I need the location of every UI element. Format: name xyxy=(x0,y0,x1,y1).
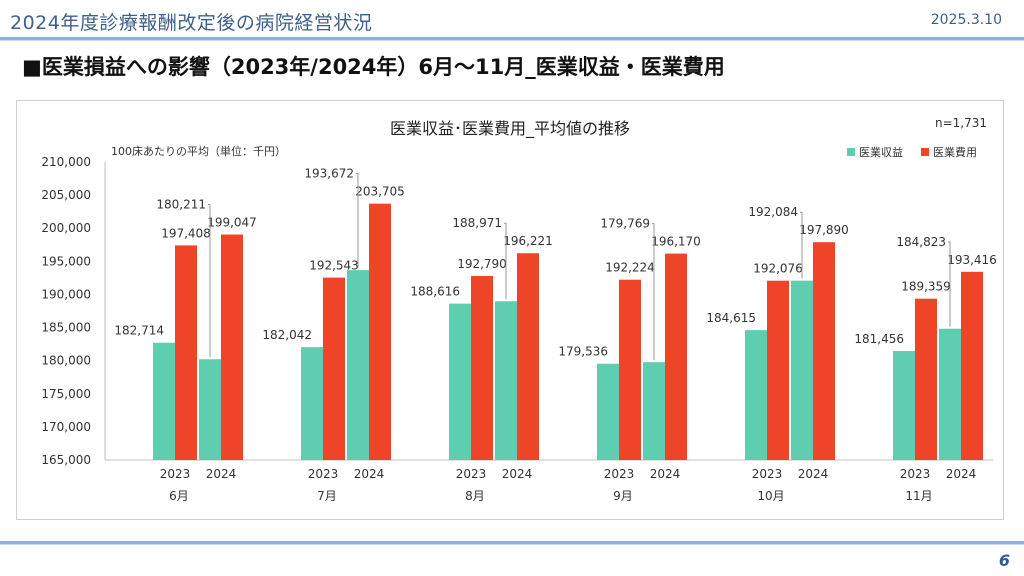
bar-expense-2023 xyxy=(915,298,937,460)
bar-expense-2024 xyxy=(517,253,539,460)
header-date: 2025.3.10 xyxy=(930,12,1002,28)
data-label-expense-2023: 189,359 xyxy=(901,280,951,294)
y-tick-label: 165,000 xyxy=(41,453,91,467)
data-label-expense-2023: 192,224 xyxy=(605,261,655,275)
header-rule-light xyxy=(0,40,1024,41)
leader-line xyxy=(504,222,507,300)
header-rule xyxy=(0,37,1024,40)
bar-expense-2024 xyxy=(813,242,835,460)
x-tick-year-2024: 2024 xyxy=(798,467,829,481)
x-tick-year-2023: 2023 xyxy=(160,467,191,481)
footer-rule-light xyxy=(0,544,1024,545)
x-tick-year-2023: 2023 xyxy=(308,467,339,481)
x-tick-year-2024: 2024 xyxy=(502,467,533,481)
data-label-expense-2023: 192,076 xyxy=(753,262,803,276)
page-number: 6 xyxy=(998,551,1010,570)
legend-label-expense: 医業費用 xyxy=(933,145,977,159)
bar-revenue-2023 xyxy=(449,303,471,460)
y-tick-label: 205,000 xyxy=(41,188,91,202)
x-tick-year-2023: 2023 xyxy=(900,467,931,481)
bar-revenue-2024 xyxy=(939,328,961,460)
x-tick-month: 11月 xyxy=(905,489,932,503)
bar-revenue-2024 xyxy=(495,301,517,460)
footer-rule xyxy=(0,541,1024,544)
data-label-revenue-2023: 179,536 xyxy=(558,345,608,359)
data-label-revenue-2024: 184,823 xyxy=(896,235,946,249)
x-tick-month: 8月 xyxy=(465,489,485,503)
y-tick-label: 185,000 xyxy=(41,321,91,335)
y-tick-label: 175,000 xyxy=(41,387,91,401)
y-tick-label: 170,000 xyxy=(41,420,91,434)
chart-container: 医業収益･医業費用_平均値の推移 100床あたりの平均（単位：千円） n=1,731… xyxy=(16,100,1004,520)
legend-swatch-revenue xyxy=(847,148,855,156)
leader-line xyxy=(800,211,803,279)
legend-label-revenue: 医業収益 xyxy=(859,145,903,159)
x-tick-year-2023: 2023 xyxy=(752,467,783,481)
x-tick-year-2024: 2024 xyxy=(354,467,385,481)
leader-line xyxy=(208,204,211,358)
chart-subtitle: 100床あたりの平均（単位：千円） xyxy=(111,144,286,158)
bar-expense-2023 xyxy=(175,245,197,460)
y-tick-label: 200,000 xyxy=(41,221,91,235)
data-label-revenue-2024: 193,672 xyxy=(304,167,354,181)
bar-revenue-2024 xyxy=(791,280,813,460)
data-label-revenue-2024: 179,769 xyxy=(600,217,650,231)
data-label-expense-2024: 196,170 xyxy=(651,235,701,249)
data-label-expense-2024: 196,221 xyxy=(503,234,553,248)
data-label-expense-2023: 197,408 xyxy=(161,226,211,240)
leader-line xyxy=(356,173,359,269)
chart-svg: 医業収益･医業費用_平均値の推移 100床あたりの平均（単位：千円） n=1,731… xyxy=(41,116,997,503)
bar-revenue-2023 xyxy=(153,342,175,460)
x-tick-year-2024: 2024 xyxy=(946,467,977,481)
leader-line xyxy=(652,223,655,361)
data-label-revenue-2023: 184,615 xyxy=(706,311,756,325)
data-label-expense-2024: 197,890 xyxy=(799,223,849,237)
bar-revenue-2023 xyxy=(893,351,915,460)
data-label-expense-2024: 193,416 xyxy=(947,253,997,267)
data-label-revenue-2023: 182,042 xyxy=(262,328,312,342)
bar-expense-2023 xyxy=(471,275,493,460)
data-label-revenue-2024: 188,971 xyxy=(452,216,502,230)
bar-expense-2024 xyxy=(221,234,243,460)
bar-expense-2024 xyxy=(665,253,687,460)
y-tick-label: 195,000 xyxy=(41,254,91,268)
leader-line xyxy=(948,241,951,327)
x-tick-year-2023: 2023 xyxy=(604,467,635,481)
bar-expense-2024 xyxy=(961,271,983,460)
data-label-revenue-2024: 180,211 xyxy=(156,198,206,212)
bar-revenue-2024 xyxy=(199,359,221,460)
bar-expense-2024 xyxy=(369,203,391,460)
bar-revenue-2023 xyxy=(301,347,323,460)
legend-swatch-expense xyxy=(921,148,929,156)
y-tick-label: 190,000 xyxy=(41,287,91,301)
bar-revenue-2024 xyxy=(643,362,665,460)
x-tick-year-2024: 2024 xyxy=(650,467,681,481)
bar-expense-2023 xyxy=(767,280,789,460)
chart-title: 医業収益･医業費用_平均値の推移 xyxy=(390,119,630,139)
x-tick-year-2023: 2023 xyxy=(456,467,487,481)
bar-revenue-2023 xyxy=(597,363,619,460)
data-label-revenue-2023: 188,616 xyxy=(410,285,460,299)
data-label-revenue-2023: 182,714 xyxy=(114,324,164,338)
header-title: 2024年度診療報酬改定後の病院経営状況 xyxy=(10,12,373,34)
data-label-revenue-2023: 181,456 xyxy=(854,332,904,346)
x-tick-month: 6月 xyxy=(169,489,189,503)
bar-revenue-2024 xyxy=(347,270,369,460)
x-tick-year-2024: 2024 xyxy=(206,467,237,481)
section-title: ■医業損益への影響（2023年/2024年）6月～11月_医業収益・医業費用 xyxy=(22,55,725,79)
y-tick-label: 210,000 xyxy=(41,155,91,169)
data-label-revenue-2024: 192,084 xyxy=(748,205,798,219)
sample-size-label: n=1,731 xyxy=(935,116,987,130)
x-tick-month: 10月 xyxy=(757,489,784,503)
x-tick-month: 9月 xyxy=(613,489,633,503)
bar-expense-2023 xyxy=(323,277,345,460)
data-label-expense-2023: 192,790 xyxy=(457,257,507,271)
bar-expense-2023 xyxy=(619,279,641,460)
y-tick-label: 180,000 xyxy=(41,354,91,368)
bar-revenue-2023 xyxy=(745,330,767,460)
x-tick-month: 7月 xyxy=(317,489,337,503)
data-label-expense-2024: 203,705 xyxy=(355,185,405,199)
data-label-expense-2023: 192,543 xyxy=(309,259,359,273)
data-label-expense-2024: 199,047 xyxy=(207,216,257,230)
